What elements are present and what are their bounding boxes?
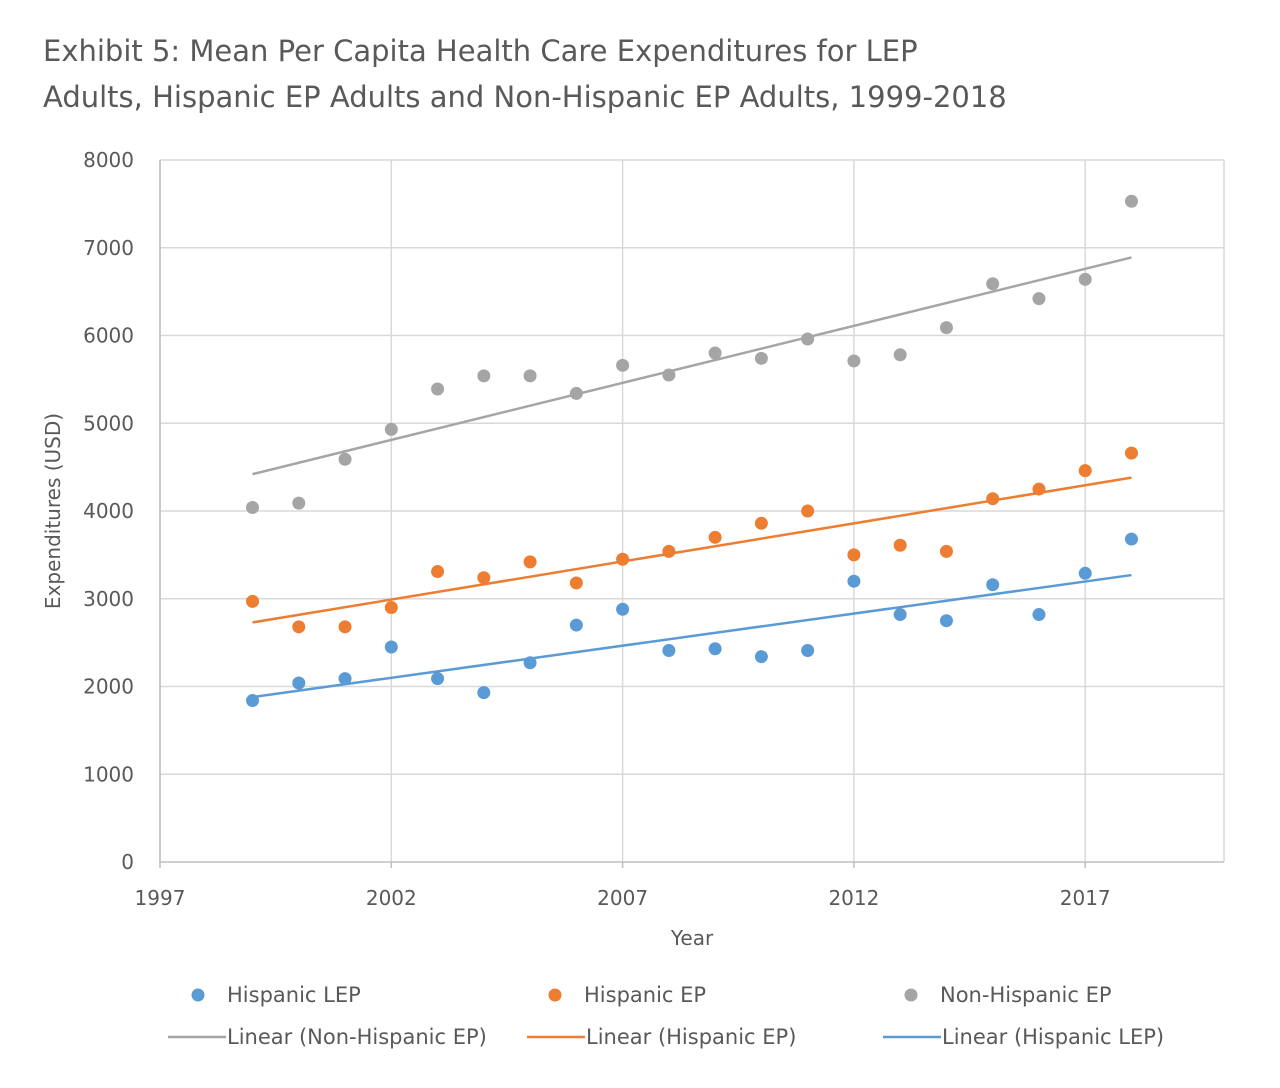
data-point-s0-2011 — [801, 644, 815, 658]
data-point-s0-2015 — [986, 578, 1000, 592]
data-point-s0-2007 — [616, 602, 630, 616]
data-point-s2-2001 — [338, 452, 352, 466]
chart-title-line-2: Adults, Hispanic EP Adults and Non-Hispa… — [43, 80, 1007, 114]
data-point-s0-2012 — [847, 574, 861, 588]
data-point-s2-2007 — [616, 358, 630, 372]
data-point-s1-2013 — [893, 538, 907, 552]
data-point-s2-2005 — [523, 369, 537, 383]
data-point-s2-2011 — [801, 332, 815, 346]
data-point-s0-2018 — [1124, 532, 1138, 546]
data-point-s2-2010 — [754, 351, 768, 365]
data-point-s1-2012 — [847, 548, 861, 562]
x-tick-label-2007: 2007 — [597, 886, 648, 910]
x-axis-title: Year — [670, 926, 714, 950]
legend-marker-s2 — [904, 988, 918, 1002]
data-point-s1-2004 — [477, 571, 491, 585]
data-point-s1-2016 — [1032, 482, 1046, 496]
y-tick-label-2000: 2000 — [83, 675, 134, 699]
data-point-s0-1999 — [246, 694, 260, 708]
trendline-0 — [252, 256, 1132, 476]
data-point-s2-2014 — [939, 321, 953, 335]
y-tick-label-3000: 3000 — [83, 587, 134, 611]
data-point-s1-2009 — [708, 530, 722, 544]
legend-label-t1: Linear (Hispanic EP) — [586, 1025, 796, 1049]
data-point-s0-2002 — [384, 640, 398, 654]
data-point-s1-2002 — [384, 601, 398, 615]
y-axis-title: Expenditures (USD) — [41, 413, 65, 609]
data-point-s1-2007 — [616, 552, 630, 566]
data-point-s0-2005 — [523, 656, 537, 670]
data-point-s0-2017 — [1078, 566, 1092, 580]
x-tick-label-2002: 2002 — [366, 886, 417, 910]
data-point-s2-2018 — [1124, 194, 1138, 208]
data-point-s2-2002 — [384, 422, 398, 436]
data-point-s0-2014 — [939, 614, 953, 628]
tick-labels: 0 1000 2000 3000 4000 5000 6000 7000 8000 1997 200… — [83, 148, 1111, 910]
legend-label-t2: Linear (Hispanic LEP) — [942, 1025, 1164, 1049]
data-point-s1-2005 — [523, 555, 537, 569]
data-point-s0-2001 — [338, 672, 352, 686]
data-point-s2-2012 — [847, 354, 861, 368]
trendlines — [252, 256, 1132, 699]
data-point-s0-2008 — [662, 644, 676, 658]
data-point-s2-2009 — [708, 346, 722, 360]
data-point-s2-2015 — [986, 277, 1000, 291]
data-point-s1-2015 — [986, 492, 1000, 506]
data-point-s0-2003 — [431, 672, 445, 686]
data-point-s2-2003 — [431, 382, 445, 396]
data-point-s0-2006 — [569, 618, 583, 632]
data-point-s1-2014 — [939, 544, 953, 558]
data-point-s1-2003 — [431, 565, 445, 579]
y-tick-label-1000: 1000 — [83, 762, 134, 786]
data-point-s1-2010 — [754, 516, 768, 530]
data-point-s0-2010 — [754, 650, 768, 664]
data-point-s2-2000 — [292, 496, 306, 510]
data-points — [246, 194, 1138, 708]
legend-label-s1: Hispanic EP — [584, 983, 706, 1007]
data-point-s2-2008 — [662, 368, 676, 382]
data-point-s1-2017 — [1078, 464, 1092, 478]
data-point-s2-2004 — [477, 369, 491, 383]
legend-marker-s1 — [548, 988, 562, 1002]
data-point-s0-2000 — [292, 676, 306, 690]
data-point-s2-2006 — [569, 386, 583, 400]
data-point-s1-2011 — [801, 504, 815, 518]
legend: Hispanic LEP Hispanic EP Non-Hispanic EP Li… — [168, 983, 1164, 1049]
data-point-s1-2008 — [662, 544, 676, 558]
data-point-s1-2000 — [292, 620, 306, 634]
y-tick-label-8000: 8000 — [83, 148, 134, 172]
axes — [159, 160, 1224, 868]
data-point-s1-2006 — [569, 576, 583, 590]
legend-label-s0: Hispanic LEP — [227, 983, 361, 1007]
data-point-s2-2016 — [1032, 292, 1046, 306]
data-point-s1-1999 — [246, 594, 260, 608]
trendline-2 — [252, 573, 1132, 699]
data-point-s2-1999 — [246, 500, 260, 514]
x-tick-label-2017: 2017 — [1060, 886, 1111, 910]
chart-title: Exhibit 5: Mean Per Capita Health Care E… — [43, 28, 1223, 120]
y-tick-label-5000: 5000 — [83, 411, 134, 435]
y-tick-label-7000: 7000 — [83, 236, 134, 260]
data-point-s0-2009 — [708, 642, 722, 656]
legend-label-s2: Non-Hispanic EP — [940, 983, 1112, 1007]
legend-label-t0: Linear (Non-Hispanic EP) — [227, 1025, 487, 1049]
gridlines — [159, 159, 1225, 862]
x-tick-label-2012: 2012 — [828, 886, 879, 910]
y-tick-label-0: 0 — [121, 850, 134, 874]
data-point-s2-2017 — [1078, 272, 1092, 286]
data-point-s1-2001 — [338, 620, 352, 634]
data-point-s1-2018 — [1124, 446, 1138, 460]
x-tick-label-1997: 1997 — [135, 886, 186, 910]
chart-title-line-1: Exhibit 5: Mean Per Capita Health Care E… — [43, 34, 918, 68]
legend-marker-s0 — [191, 988, 205, 1002]
data-point-s0-2016 — [1032, 608, 1046, 622]
data-point-s0-2004 — [477, 686, 491, 700]
data-point-s2-2013 — [893, 348, 907, 362]
y-tick-label-4000: 4000 — [83, 499, 134, 523]
trendline-1 — [252, 476, 1132, 624]
y-tick-label-6000: 6000 — [83, 324, 134, 348]
data-point-s0-2013 — [893, 608, 907, 622]
